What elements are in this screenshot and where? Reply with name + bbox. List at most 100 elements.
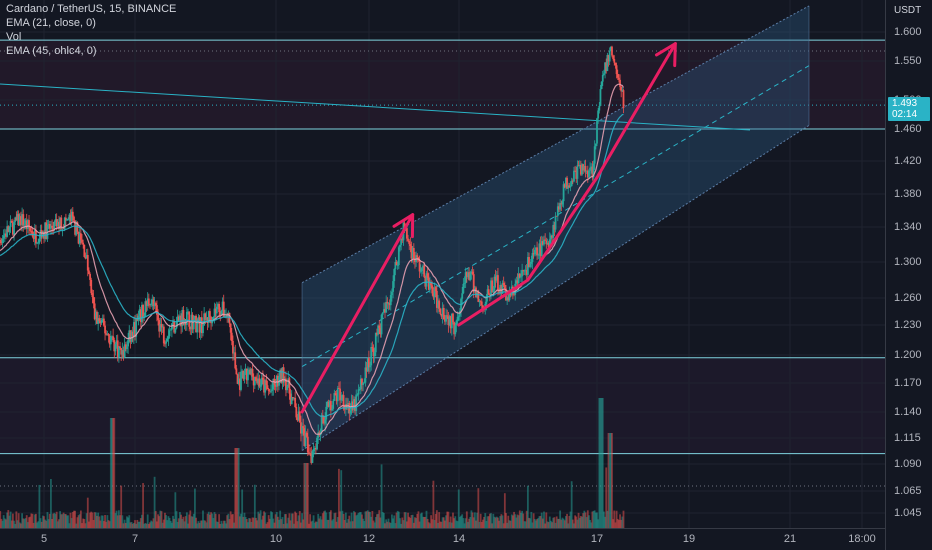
candle-body [456, 316, 459, 321]
candle-body [331, 408, 333, 411]
volume-bar [350, 512, 353, 528]
price-chart[interactable] [0, 0, 885, 528]
volume-bar [166, 520, 169, 528]
volume-bar [485, 520, 488, 528]
candle-body [502, 283, 505, 286]
candle-body [523, 270, 526, 272]
candle-body [540, 241, 543, 256]
volume-bar [336, 517, 339, 528]
candle-body [179, 315, 181, 321]
candle-body [448, 316, 451, 326]
volume-bar [209, 514, 211, 528]
candle-body [263, 379, 265, 393]
volume-bar [88, 521, 90, 528]
candle-body [90, 279, 93, 294]
candle-body [423, 265, 426, 277]
candle-body [189, 326, 192, 330]
volume-bar [366, 510, 369, 528]
volume-bar [586, 510, 589, 528]
volume-bar [30, 513, 33, 528]
volume-bar [300, 522, 302, 528]
candle-body [392, 281, 394, 292]
vol-legend[interactable]: Vol [6, 31, 22, 43]
candle-body [71, 211, 74, 217]
candle-body [335, 395, 338, 402]
candle-body [159, 324, 162, 332]
volume-bar [613, 510, 616, 528]
candle-body [354, 399, 356, 411]
candle-body [226, 315, 229, 317]
candle-body [516, 280, 519, 284]
volume-bar [556, 518, 559, 528]
volume-bar [232, 514, 234, 528]
ema21-legend[interactable]: EMA (21, close, 0) [6, 17, 96, 29]
volume-bar [150, 520, 153, 528]
candle-body [84, 256, 87, 259]
candle-body [222, 301, 225, 317]
candle-body [295, 407, 298, 418]
volume-bar [455, 520, 458, 528]
volume-bar [334, 512, 337, 528]
volume-bar [236, 448, 239, 528]
volume-bar [314, 521, 317, 528]
ema45-legend[interactable]: EMA (45, ohlc4, 0) [6, 45, 97, 57]
volume-bar [374, 517, 377, 528]
candle-body [162, 326, 165, 344]
candle-body [616, 74, 619, 78]
volume-bar [228, 519, 231, 528]
candle-body [601, 74, 604, 82]
volume-bar [251, 517, 254, 528]
candle-body [517, 273, 520, 284]
volume-bar [290, 513, 293, 528]
candle-body [232, 340, 234, 354]
candle-body [93, 303, 96, 320]
candle-body [276, 375, 279, 386]
volume-bar [343, 519, 346, 528]
volume-bar [226, 515, 229, 528]
symbol-title[interactable]: Cardano / TetherUS, 15, BINANCE [6, 3, 177, 15]
volume-bar [319, 516, 322, 528]
candle-body [0, 239, 2, 242]
candle-body [122, 350, 125, 358]
volume-bar [560, 519, 563, 528]
candle-body [41, 231, 44, 238]
candle-body [507, 297, 510, 301]
volume-bar [260, 519, 263, 528]
volume-bar [139, 518, 142, 528]
volume-bar [324, 510, 327, 528]
candle-body [297, 411, 300, 421]
volume-bar [524, 521, 527, 528]
volume-bar [294, 511, 297, 528]
volume-bar [128, 515, 131, 528]
volume-bar [249, 518, 252, 528]
volume-bar [271, 512, 274, 528]
volume-bar [386, 521, 389, 528]
candle-body [356, 394, 359, 396]
volume-bar [566, 513, 568, 528]
volume-bar [382, 513, 385, 528]
candle-body [123, 344, 126, 358]
volume-bar [500, 514, 503, 528]
volume-bar [419, 513, 422, 528]
candle-body [488, 294, 491, 296]
candle-body [490, 280, 492, 296]
time-axis[interactable]: 5 7 10 12 14 17 19 21 18:00 [0, 528, 885, 550]
candle-body [108, 335, 111, 345]
candle-body [545, 240, 548, 245]
candle-body [47, 224, 50, 226]
volume-bar [45, 520, 48, 528]
volume-bar [14, 523, 17, 528]
chart-area[interactable]: Cardano / TetherUS, 15, BINANCE EMA (21,… [0, 0, 885, 528]
volume-bar [605, 467, 608, 528]
volume-bar [257, 511, 260, 528]
volume-bar [387, 518, 390, 528]
candle-body [104, 325, 106, 334]
candle-body [391, 291, 393, 296]
time-tick: 10 [269, 533, 283, 545]
candle-body [564, 177, 567, 188]
volume-bar [356, 514, 359, 528]
price-axis[interactable]: USDT 1.6001.5501.5001.4601.4201.3801.340… [885, 0, 932, 550]
candle-body [332, 400, 335, 409]
volume-bar [563, 520, 566, 528]
candle-body [255, 377, 257, 381]
